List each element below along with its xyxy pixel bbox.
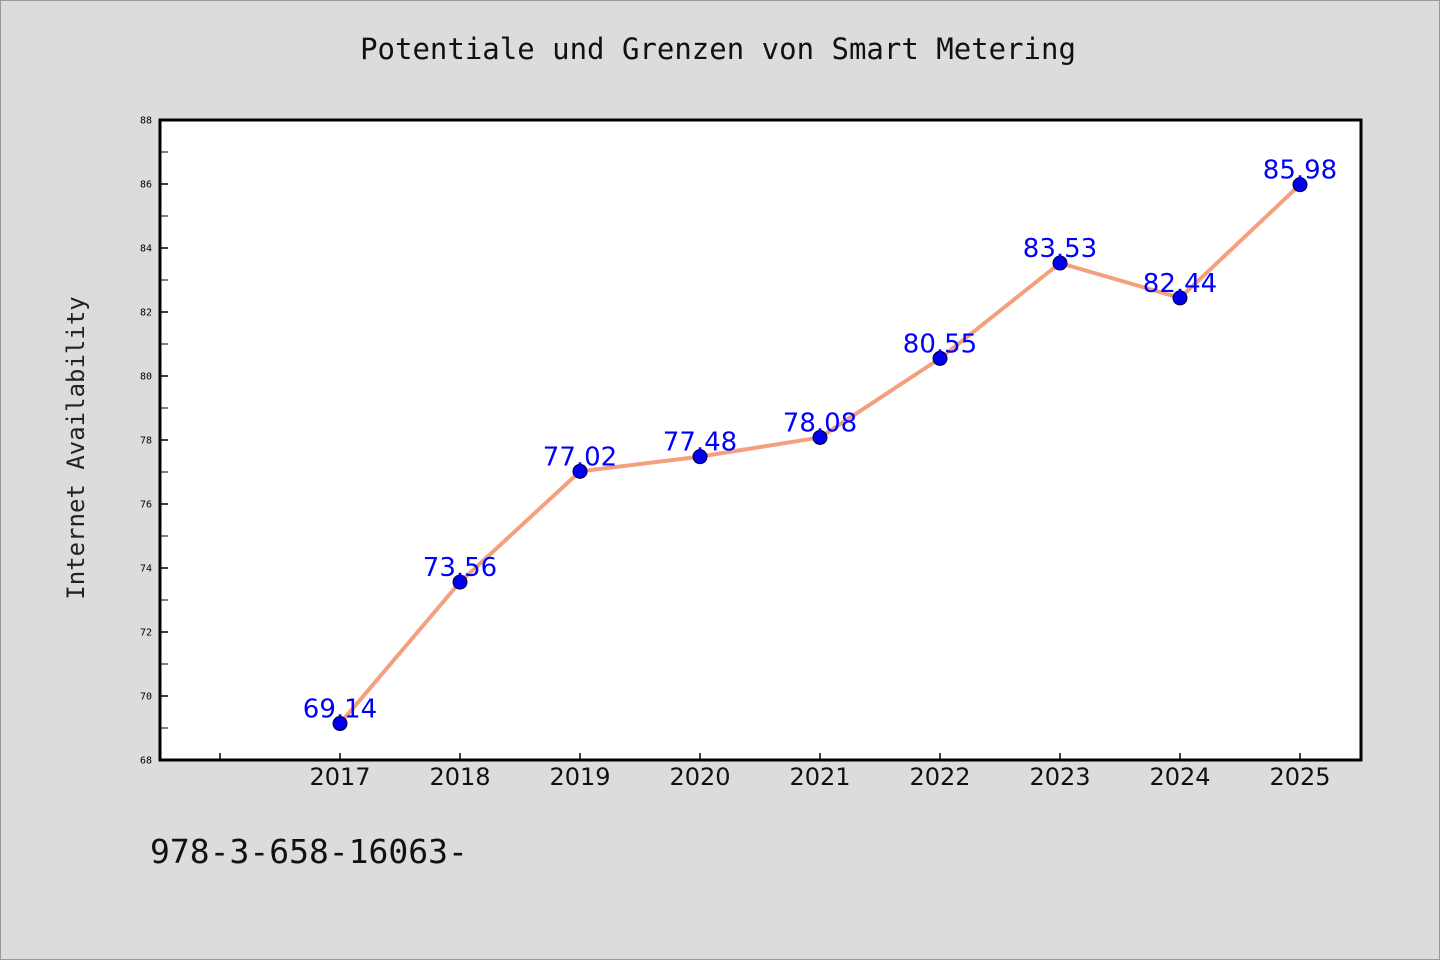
y-tick-label: 82 <box>140 308 152 319</box>
data-label: 77.48 <box>663 428 737 458</box>
plot-border <box>158 118 1363 762</box>
data-label: 83.53 <box>1023 234 1097 264</box>
y-tick-label: 88 <box>140 116 152 127</box>
data-point <box>1292 177 1308 193</box>
data-label: 85.98 <box>1263 156 1337 186</box>
x-tick-label: 2017 <box>309 763 370 791</box>
y-tick-label: 74 <box>140 564 152 575</box>
data-point <box>1172 290 1188 306</box>
data-point <box>572 463 588 479</box>
y-tick-label: 72 <box>140 628 152 639</box>
data-points <box>332 177 1308 732</box>
data-label: 82.44 <box>1143 269 1217 299</box>
y-tick-label: 70 <box>140 692 152 703</box>
x-tick-label: 2019 <box>549 763 610 791</box>
axis-ticks: 68 70 72 74 76 78 80 82 84 86 88 2017 2018 2019 2020 20… <box>140 116 1331 792</box>
y-tick-label: 84 <box>140 244 152 255</box>
data-label: 69.14 <box>303 695 377 725</box>
y-tick-label: 80 <box>140 372 152 383</box>
x-tick-label: 2020 <box>669 763 730 791</box>
data-point <box>812 429 828 445</box>
footnote-text: 978-3-658-16063- <box>150 832 468 871</box>
data-point <box>452 574 468 590</box>
data-label: 77.02 <box>543 442 617 472</box>
data-point <box>332 716 348 732</box>
data-label: 73.56 <box>423 553 497 583</box>
y-tick-label: 86 <box>140 180 152 191</box>
chart-title: Potentiale und Grenzen von Smart Meterin… <box>360 32 1076 66</box>
x-tick-label: 2024 <box>1149 763 1210 791</box>
y-tick-label: 78 <box>140 436 152 447</box>
data-point <box>1052 255 1068 271</box>
x-tick-label: 2023 <box>1029 763 1090 791</box>
data-labels: 69.14 73.56 77.02 77.48 78.08 80.55 83.53 82.44… <box>303 156 1337 725</box>
y-tick-label: 76 <box>140 500 152 511</box>
data-point <box>932 350 948 366</box>
x-tick-label: 2022 <box>909 763 970 791</box>
plot-area <box>160 120 1361 760</box>
data-point <box>692 449 708 465</box>
data-label: 80.55 <box>903 329 977 359</box>
y-tick-label: 68 <box>140 756 152 767</box>
x-tick-label: 2018 <box>429 763 490 791</box>
x-tick-label: 2021 <box>789 763 850 791</box>
data-label: 78.08 <box>783 408 857 438</box>
x-tick-label: 2025 <box>1269 763 1330 791</box>
